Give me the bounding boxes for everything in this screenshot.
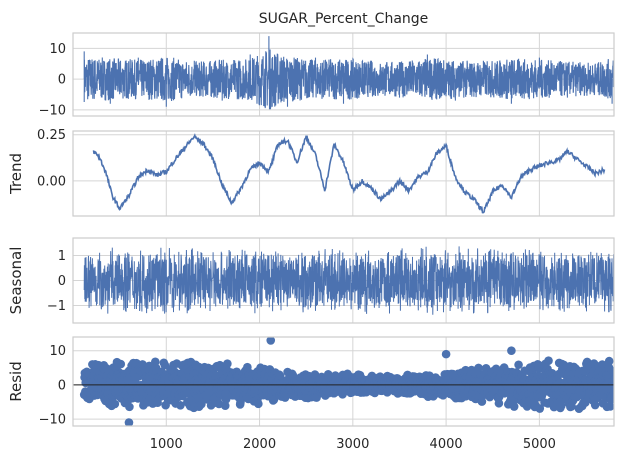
y-axis-label: Seasonal bbox=[7, 247, 25, 315]
resid-point bbox=[597, 360, 607, 369]
resid-point bbox=[544, 356, 553, 366]
y-axis-label: Trend bbox=[7, 153, 25, 195]
resid-point bbox=[195, 392, 204, 402]
y-tick-label: 10 bbox=[49, 344, 66, 359]
panel-trend: 0.00 0.25 Trend bbox=[7, 128, 615, 217]
seasonal-line bbox=[83, 246, 614, 315]
resid-point bbox=[590, 400, 600, 410]
resid-point bbox=[221, 394, 231, 404]
resid-point bbox=[474, 363, 483, 373]
panel-observed: −10 0 10 SUGAR_Percent_Change bbox=[39, 11, 615, 118]
y-tick-label: −10 bbox=[39, 413, 66, 428]
resid-point bbox=[604, 356, 614, 366]
resid-point bbox=[494, 398, 504, 408]
y-tick-label: 0 bbox=[58, 274, 66, 289]
y-tick-label: 0.25 bbox=[37, 128, 66, 143]
y-tick-label: −10 bbox=[39, 103, 66, 118]
resid-point bbox=[125, 402, 134, 412]
resid-point bbox=[116, 359, 126, 369]
panel-seasonal: −1 0 1 Seasonal bbox=[7, 237, 615, 324]
observed-series bbox=[83, 36, 614, 110]
x-tick-label: 5000 bbox=[523, 437, 556, 452]
resid-point bbox=[610, 375, 614, 384]
x-tick-label: 1000 bbox=[150, 437, 183, 452]
panel-resid: −10 0 10 Resid 1000 2000 3000 4000 5000 bbox=[7, 336, 615, 452]
trend-line bbox=[92, 133, 606, 214]
resid-outlier-point bbox=[124, 418, 134, 426]
resid-point bbox=[254, 399, 263, 409]
x-tick-label: 2000 bbox=[243, 437, 276, 452]
y-tick-label: −1 bbox=[47, 299, 66, 314]
resid-point bbox=[223, 359, 232, 369]
resid-series bbox=[79, 337, 614, 426]
resid-outlier-point bbox=[441, 349, 451, 359]
panel-frame bbox=[72, 237, 615, 324]
chart-title: SUGAR_Percent_Change bbox=[259, 11, 429, 27]
trend-series bbox=[92, 133, 606, 214]
resid-outlier-point bbox=[266, 337, 276, 345]
resid-point bbox=[509, 402, 519, 411]
resid-point bbox=[220, 401, 230, 411]
resid-point bbox=[609, 366, 614, 376]
resid-point bbox=[535, 404, 545, 413]
seasonal-series bbox=[83, 246, 614, 315]
y-tick-label: 0 bbox=[58, 378, 66, 393]
y-tick-label: 10 bbox=[49, 42, 66, 57]
y-axis-label: Resid bbox=[7, 361, 25, 401]
resid-point bbox=[176, 400, 185, 410]
x-tick-label: 4000 bbox=[430, 437, 463, 452]
resid-point bbox=[557, 401, 566, 411]
resid-point bbox=[514, 360, 523, 370]
x-tick-label: 3000 bbox=[336, 437, 369, 452]
resid-outlier-point bbox=[507, 346, 516, 355]
resid-point bbox=[605, 402, 614, 411]
resid-point bbox=[110, 399, 120, 409]
panel-frame bbox=[72, 32, 615, 117]
y-tick-label: 1 bbox=[58, 249, 66, 264]
resid-point bbox=[609, 388, 614, 397]
observed-line bbox=[83, 36, 614, 110]
y-tick-label: 0.00 bbox=[37, 174, 66, 189]
panel-frame bbox=[72, 336, 615, 427]
panel-frame bbox=[72, 130, 615, 217]
y-tick-label: 0 bbox=[58, 73, 66, 88]
